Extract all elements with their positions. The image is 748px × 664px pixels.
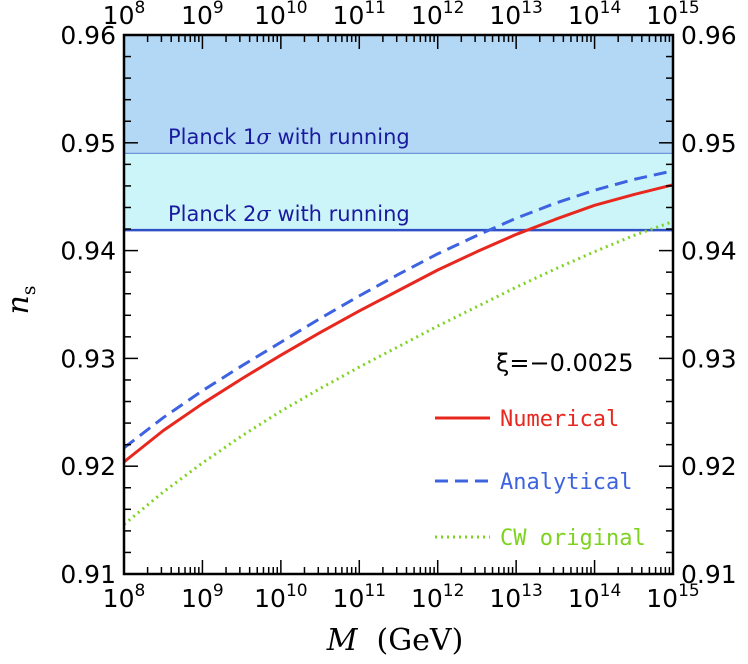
y-tick-label-right: 0.92 bbox=[681, 452, 737, 481]
y-tick-label-left: 0.92 bbox=[60, 452, 116, 481]
xi-annotation: ξ=−0.0025 bbox=[496, 349, 634, 377]
y-tick-label-left: 0.95 bbox=[60, 129, 116, 158]
x-tick-label-top: 1014 bbox=[568, 0, 621, 30]
x-axis-title: M (GeV) bbox=[326, 623, 464, 658]
y-tick-label-left: 0.91 bbox=[60, 560, 116, 589]
y-tick-label-right: 0.95 bbox=[681, 129, 737, 158]
band-label-2sigma: Planck 2σ with running bbox=[168, 202, 410, 226]
y-tick-label-left: 0.96 bbox=[60, 21, 116, 50]
x-tick-label-top: 1011 bbox=[333, 0, 386, 30]
x-tick-label-bottom: 1011 bbox=[333, 581, 386, 613]
legend-label-analytical: Analytical bbox=[500, 470, 632, 495]
bands-layer bbox=[124, 35, 673, 232]
plot-frame bbox=[122, 33, 675, 576]
legend: Numerical Analytical CW original bbox=[435, 407, 646, 551]
x-tick-label-bottom: 1013 bbox=[489, 581, 542, 613]
x-tick-label-bottom: 109 bbox=[181, 581, 224, 613]
x-tick-label-top: 1013 bbox=[489, 0, 542, 30]
x-tick-label-bottom: 1010 bbox=[254, 581, 307, 613]
x-tick-label-bottom: 108 bbox=[103, 581, 146, 613]
x-tick-label-top: 109 bbox=[181, 0, 224, 30]
series-cw-original bbox=[123, 220, 674, 526]
x-tick-label-top: 1012 bbox=[411, 0, 464, 30]
series-numerical bbox=[123, 183, 674, 464]
x-tick-label-top: 1015 bbox=[646, 0, 699, 30]
y-axis-title: ns bbox=[1, 285, 40, 314]
x-tick-label-top: 108 bbox=[103, 0, 146, 30]
band-2sigma bbox=[124, 153, 673, 231]
y-tick-label-right: 0.91 bbox=[681, 560, 737, 589]
x-tick-label-bottom: 1014 bbox=[568, 581, 621, 613]
band-label-1sigma: Planck 1σ with running bbox=[168, 125, 410, 149]
y-tick-label-left: 0.94 bbox=[60, 237, 116, 266]
legend-label-numerical: Numerical bbox=[500, 407, 619, 432]
series-layer bbox=[123, 169, 674, 526]
y-tick-label-right: 0.96 bbox=[681, 21, 737, 50]
y-tick-label-right: 0.94 bbox=[681, 237, 737, 266]
labels-layer: 108 108 109 109 1010 1010 1011 1011 1012 1012 1013… bbox=[60, 0, 736, 613]
x-tick-label-bottom: 1012 bbox=[411, 581, 464, 613]
x-tick-label-bottom: 1015 bbox=[646, 581, 699, 613]
x-tick-label-top: 1010 bbox=[254, 0, 307, 30]
y-tick-label-left: 0.93 bbox=[60, 344, 116, 373]
y-tick-label-right: 0.93 bbox=[681, 344, 737, 373]
series-analytical bbox=[123, 169, 674, 450]
legend-label-cw-original: CW original bbox=[500, 526, 646, 551]
band-1sigma bbox=[124, 35, 673, 154]
